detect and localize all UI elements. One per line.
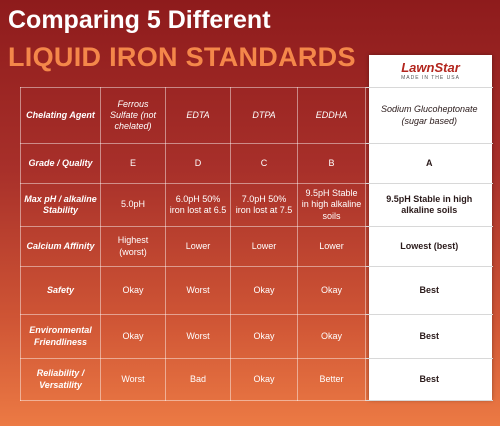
table-cell: Okay (100, 314, 166, 359)
table-cell: Best (365, 266, 493, 315)
table-row: Calcium Affinity Highest (worst) Lower Lowe… (20, 226, 493, 267)
table-cell: Okay (100, 266, 166, 315)
table-cell: 9.5pH Stable in high alkaline soils (365, 183, 493, 227)
table-cell: Highest (worst) (100, 226, 166, 267)
header-row: Chelating Agent Ferrous Sulfate (not chel… (20, 87, 493, 144)
row-label: Grade / Quality (20, 143, 101, 184)
table-cell: 7.0pH 50% iron lost at 7.5 (230, 183, 298, 227)
column-header: EDTA (165, 87, 231, 144)
table-cell: Okay (297, 314, 366, 359)
table-cell: B (297, 143, 366, 184)
table-row: Max pH / alkaline Stability 5.0pH 6.0pH 50… (20, 183, 493, 227)
table-cell: Best (365, 358, 493, 401)
column-header: Sodium Glucoheptonate (sugar based) (365, 87, 493, 144)
row-label: Safety (20, 266, 101, 315)
row-label: Calcium Affinity (20, 226, 101, 267)
table-cell: Bad (165, 358, 231, 401)
logo: LawnStar MADE IN THE USA (369, 60, 492, 81)
table-cell: Okay (230, 266, 298, 315)
table-cell: A (365, 143, 493, 184)
table-cell: Worst (165, 266, 231, 315)
table-cell: Better (297, 358, 366, 401)
row-label: Reliability / Versatility (20, 358, 101, 401)
logo-tagline: MADE IN THE USA (401, 75, 460, 81)
row-label: Environmental Friendliness (20, 314, 101, 359)
table-row: Reliability / Versatility Worst Bad Okay Bet… (20, 358, 493, 401)
table-cell: Okay (230, 314, 298, 359)
table-cell: Lower (297, 226, 366, 267)
table-row: Grade / Quality E D C B A (20, 143, 493, 184)
table-row: Safety Okay Worst Okay Okay Best (20, 266, 493, 315)
table-cell: Okay (297, 266, 366, 315)
table-cell: E (100, 143, 166, 184)
table-cell: Lower (165, 226, 231, 267)
table-cell: Best (365, 314, 493, 359)
table-cell: D (165, 143, 231, 184)
title: Comparing 5 Different (8, 6, 271, 34)
column-header: EDDHA (297, 87, 366, 144)
logo-name: LawnStar (401, 60, 460, 75)
column-header: Chelating Agent (20, 87, 101, 144)
column-header: DTPA (230, 87, 298, 144)
table-cell: 9.5pH Stable in high alkaline soils (297, 183, 366, 227)
column-header: Ferrous Sulfate (not chelated) (100, 87, 166, 144)
table-cell: Worst (165, 314, 231, 359)
table-cell: Okay (230, 358, 298, 401)
table-cell: Lowest (best) (365, 226, 493, 267)
row-label: Max pH / alkaline Stability (20, 183, 101, 227)
table-cell: Lower (230, 226, 298, 267)
comparison-table: Chelating Agent Ferrous Sulfate (not chel… (20, 87, 493, 401)
table-cell: C (230, 143, 298, 184)
subtitle: LIQUID IRON STANDARDS (8, 42, 356, 72)
table-cell: Worst (100, 358, 166, 401)
table-row: Environmental Friendliness Okay Worst Okay O… (20, 314, 493, 359)
table-cell: 5.0pH (100, 183, 166, 227)
table-cell: 6.0pH 50% iron lost at 6.5 (165, 183, 231, 227)
